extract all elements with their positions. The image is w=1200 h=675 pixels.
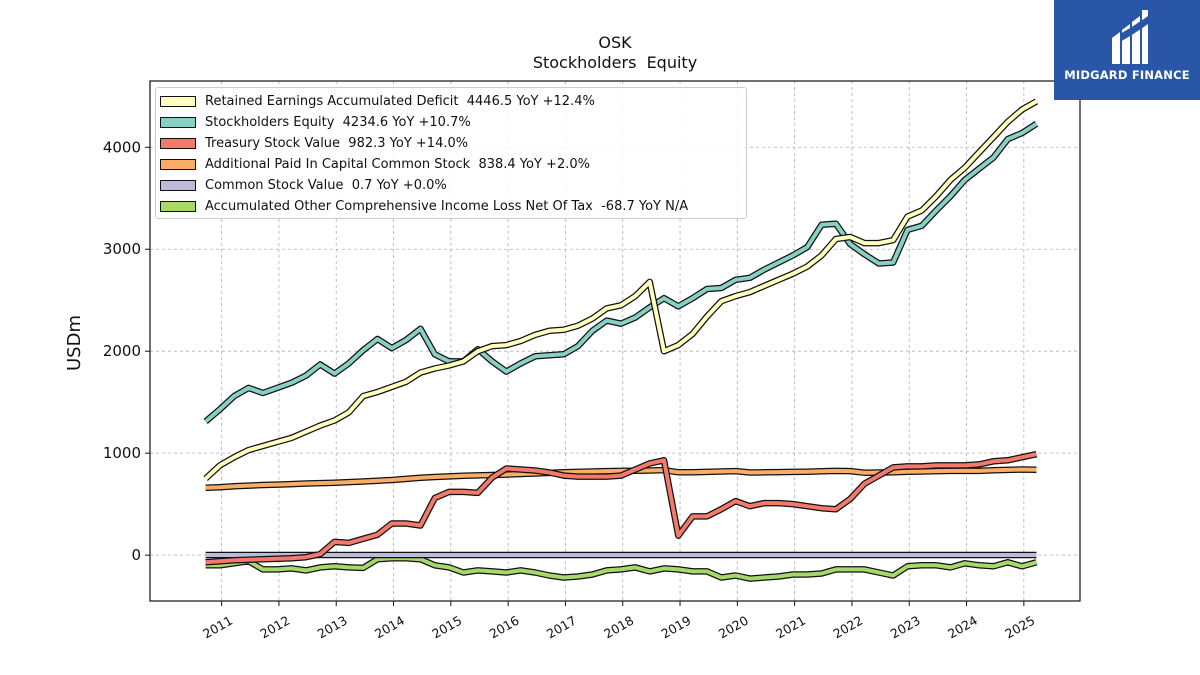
x-tick-label: 2017: [544, 613, 579, 642]
series-line-stockholders-equity: [204, 122, 1038, 424]
legend-label-treasury-stock: Treasury Stock Value 982.3 YoY +14.0%: [205, 135, 469, 151]
brand-name: MIDGARD FINANCE: [1064, 68, 1190, 82]
chart-title: OSK: [598, 33, 632, 52]
y-tick-label: 2000: [103, 342, 141, 360]
legend-label-retained-earnings: Retained Earnings Accumulated Deficit 44…: [205, 93, 595, 109]
legend-item-stockholders-equity: Stockholders Equity 4234.6 YoY +10.7%: [160, 113, 471, 131]
series-treasury-stock-value: [205, 451, 1038, 566]
x-tick-label: 2018: [601, 613, 636, 642]
series-line-accumulated-other-comprehensive-income-loss-net-of-tax: [205, 556, 1038, 581]
series-accumulated-other-comprehensive-income-loss-net-of-tax: [205, 554, 1038, 582]
legend-item-aoci: Accumulated Other Comprehensive Income L…: [160, 197, 688, 215]
legend-swatch-common-stock: [160, 179, 196, 191]
x-tick-label: 2021: [773, 613, 808, 642]
series-line-treasury-stock-value: [205, 452, 1037, 565]
legend-item-retained-earnings: Retained Earnings Accumulated Deficit 44…: [160, 92, 595, 110]
y-tick-label: 1000: [103, 444, 141, 462]
x-tick-label: 2022: [830, 613, 865, 642]
y-tick-label: 3000: [103, 240, 141, 258]
x-tick-label: 2014: [372, 613, 407, 642]
y-ticks: 0 1000 2000 3000 4000: [103, 138, 150, 564]
y-axis-label: USDm: [64, 315, 85, 371]
legend-label-aoci: Accumulated Other Comprehensive Income L…: [205, 198, 689, 214]
plot-frame: [149, 80, 1081, 602]
x-tick-label: 2020: [716, 613, 751, 642]
x-tick-label: 2013: [315, 613, 350, 642]
legend-item-common-stock: Common Stock Value 0.7 YoY +0.0%: [160, 176, 447, 194]
legend-label-apic: Additional Paid In Capital Common Stock …: [205, 156, 590, 172]
series-retained-earnings-accumulated-deficit: [203, 98, 1039, 481]
legend-swatch-apic: [160, 158, 196, 170]
legend-item-apic: Additional Paid In Capital Common Stock …: [160, 155, 590, 173]
x-tick-label: 2023: [888, 613, 923, 642]
series-line-retained-earnings-accumulated-deficit: [204, 99, 1038, 481]
legend-label-common-stock: Common Stock Value 0.7 YoY +0.0%: [205, 177, 447, 193]
midgard-logo-icon: [1112, 10, 1148, 64]
legend-swatch-treasury-stock: [160, 137, 196, 149]
y-tick-label: 4000: [103, 138, 141, 156]
x-tick-label: 2024: [945, 613, 980, 642]
legend: Retained Earnings Accumulated Deficit 44…: [155, 87, 747, 219]
x-tick-label: 2012: [257, 613, 292, 642]
x-tick-label: 2019: [658, 613, 693, 642]
legend-swatch-retained-earnings: [160, 95, 196, 107]
series-layer: [203, 98, 1039, 582]
series-line-additional-paid-in-capital-common-stock: [205, 467, 1037, 490]
x-tick-label: 2016: [487, 613, 522, 642]
legend-swatch-aoci: [160, 200, 196, 212]
x-tick-label: 2011: [200, 613, 235, 642]
x-tick-label: 2015: [429, 613, 464, 642]
legend-swatch-stockholders-equity: [160, 116, 196, 128]
chart-subtitle: Stockholders Equity: [533, 53, 697, 72]
brand-logo: MIDGARD FINANCE: [1054, 0, 1200, 100]
series-additional-paid-in-capital-common-stock: [205, 466, 1037, 492]
x-ticks: 2011 2012 2013 2014 2015 2016 2017 2018 2019 2020…: [200, 601, 1037, 642]
y-tick-label: 0: [131, 546, 141, 564]
series-stockholders-equity: [203, 121, 1039, 424]
legend-item-treasury-stock: Treasury Stock Value 982.3 YoY +14.0%: [160, 134, 468, 152]
x-tick-label: 2025: [1002, 613, 1037, 642]
legend-label-stockholders-equity: Stockholders Equity 4234.6 YoY +10.7%: [205, 114, 471, 130]
